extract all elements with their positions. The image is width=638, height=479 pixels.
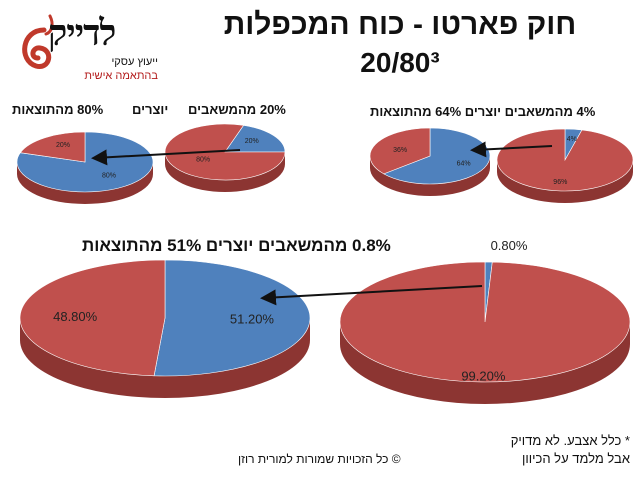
pie-bottom-resources: 0.80% 99.20% — [339, 238, 631, 404]
pie-slice — [19, 259, 166, 377]
pie-side — [165, 152, 285, 192]
caption-top-left-a: 20% מהמשאבים — [188, 102, 286, 117]
pie-slice — [224, 125, 286, 153]
title-line-1: חוק פארטו - כוח המכפלות — [223, 8, 577, 41]
pie-slice — [496, 128, 634, 192]
pie-slice — [164, 123, 286, 181]
pie-top-right-results: 64% 36% — [369, 127, 491, 196]
copyright-notice: © כל הזכויות שמורות למורית רוזן — [238, 452, 401, 466]
logo-mark-icon — [22, 14, 54, 69]
pie-data-label: 20% — [245, 138, 259, 145]
pie-top-left-results: 80% 20% — [16, 131, 154, 204]
footnote-line-1: * כלל אצבע. לא מדויק — [510, 433, 630, 448]
pie-data-label: 80% — [102, 173, 116, 180]
pie-bottom-results: 51.20% 48.80% — [19, 259, 311, 398]
logo-word: לדייק — [48, 12, 116, 54]
slide-title: חוק פארטו - כוח המכפלות 20/80³ — [200, 6, 600, 82]
pie-data-label: 51.20% — [230, 311, 275, 326]
caption-top-left-c: 80% מהתוצאות — [12, 102, 104, 117]
pie-top-left-resources: 20% 80% — [164, 123, 286, 192]
pie-data-label: 64% — [457, 160, 471, 167]
pie-data-label: 80% — [196, 157, 210, 164]
pie-data-label: 48.80% — [53, 309, 98, 324]
pie-side — [340, 322, 630, 404]
company-logo: לדייק ייעוץ עסקי בהתאמה אישית — [10, 10, 160, 88]
arrow-top-left — [91, 149, 241, 166]
caption-top-right: 4% מהמשאבים יוצרים 64% מהתוצאות — [370, 104, 596, 119]
arrow-bottom — [260, 285, 483, 306]
title-line-2: 20/80³ — [360, 47, 440, 78]
pie-slice — [339, 261, 631, 383]
pie-side — [20, 318, 310, 398]
caption-middle: 0.8% מהמשאבים יוצרים 51% מהתוצאות — [82, 236, 391, 255]
pie-top-right-resources: 4% 96% — [496, 128, 634, 203]
footnote-line-2: אבל מלמד על הכיוון — [522, 451, 630, 466]
pie-side — [497, 160, 633, 203]
pie-side — [370, 156, 490, 196]
pie-data-label: 36% — [393, 147, 407, 154]
pie-data-label: 20% — [56, 142, 70, 149]
footnote: * כלל אצבע. לא מדויק אבל מלמד על הכיוון — [511, 432, 630, 468]
pie-data-label: 4% — [567, 136, 577, 143]
pie-data-label: 96% — [553, 179, 567, 186]
pie-data-label: 0.80% — [491, 238, 528, 253]
caption-top-left-b: יוצרים — [132, 102, 169, 117]
pie-slice — [383, 127, 491, 185]
pie-slice — [153, 259, 311, 377]
pie-slice — [16, 131, 154, 193]
pie-side — [17, 162, 153, 204]
logo-tagline-2: בהתאמה אישית — [84, 70, 158, 82]
pie-slice — [19, 131, 86, 163]
pie-data-label: 99.20% — [461, 368, 506, 383]
arrow-top-right — [470, 141, 553, 158]
logo-tagline-1: ייעוץ עסקי — [111, 56, 158, 68]
pie-slice — [369, 127, 431, 175]
